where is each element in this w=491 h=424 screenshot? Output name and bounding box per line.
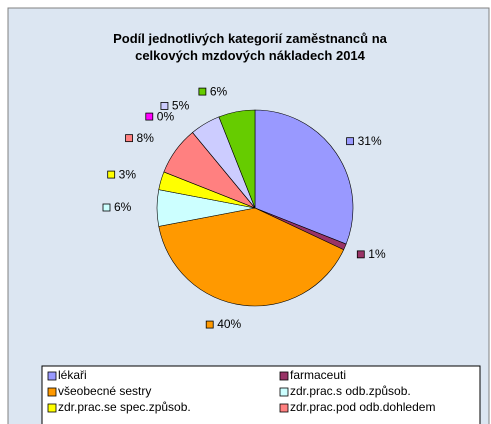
legend-key <box>47 371 57 381</box>
label-key <box>198 87 207 96</box>
data-label: 5% <box>172 99 190 113</box>
legend-label: zdr.prac.pod odb.dohledem <box>290 400 435 414</box>
label-key <box>125 134 133 143</box>
legend-label: zdr.prac.se spec.způsob. <box>58 400 191 414</box>
label-key <box>102 203 111 212</box>
legend-key <box>47 387 57 397</box>
pie-slice <box>218 109 256 209</box>
label-key <box>356 250 365 259</box>
legend-label: lékaři <box>58 368 87 382</box>
label-key <box>107 170 116 179</box>
legend-label: farmaceuti <box>290 368 346 382</box>
pie-slice <box>158 207 345 307</box>
legend-box <box>41 365 481 424</box>
legend-label: všeobecné sestry <box>58 384 151 398</box>
legend-key <box>47 403 57 413</box>
data-label: 6% <box>210 84 228 98</box>
legend-key <box>279 387 289 397</box>
legend-key <box>279 371 289 381</box>
legend-key <box>279 403 289 413</box>
label-key <box>346 137 354 146</box>
data-label: 40% <box>217 317 241 331</box>
pie-slice <box>254 109 354 245</box>
data-label: 3% <box>119 167 137 181</box>
legend-label: zdr.prac.s odb.způsob. <box>290 384 411 398</box>
data-label: 8% <box>137 131 155 145</box>
data-label: 1% <box>368 247 386 261</box>
data-label: 31% <box>358 134 382 148</box>
label-key <box>205 320 214 329</box>
label-key <box>145 112 154 121</box>
data-label: 6% <box>114 200 132 214</box>
data-label: 0% <box>157 109 175 123</box>
label-key <box>160 102 169 110</box>
chart-title: Podíl jednotlivých kategorií zaměstnanců… <box>113 31 387 63</box>
